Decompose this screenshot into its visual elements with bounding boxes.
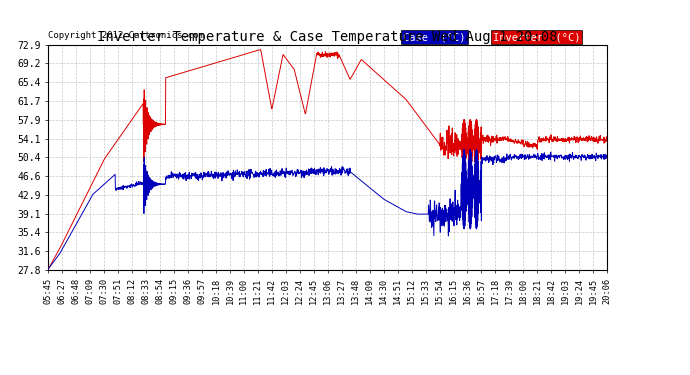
- Text: Case  (°C): Case (°C): [403, 32, 466, 42]
- Text: Inverter  (°C): Inverter (°C): [493, 32, 580, 42]
- Text: Copyright 2012 Cartronics.com: Copyright 2012 Cartronics.com: [48, 32, 204, 40]
- Title: Inverter Temperature & Case Temperature Wed Aug 1 20:08: Inverter Temperature & Case Temperature …: [97, 30, 558, 44]
